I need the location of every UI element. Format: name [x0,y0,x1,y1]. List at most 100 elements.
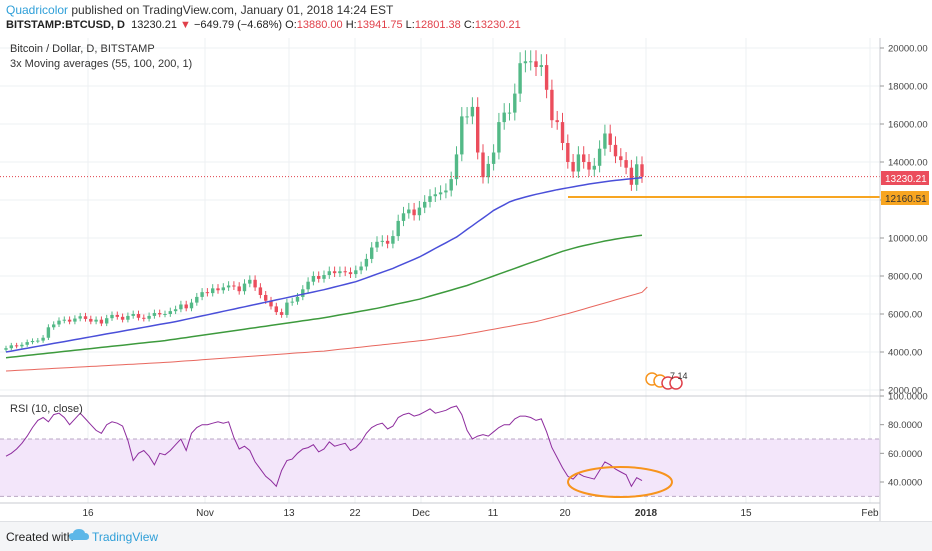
candle-down [629,167,634,185]
candle-up [401,213,406,221]
candle-up [295,296,300,302]
candle-up [523,61,528,64]
candle-up [539,65,543,67]
candle-down [253,279,257,288]
candle-up [380,240,384,242]
candle-down [385,240,390,244]
candle-down [481,152,485,178]
candle-up [41,337,45,341]
close-value: 13230.21 [474,19,521,31]
candle-up [486,163,490,178]
hline-tag: 12160.51 [881,191,929,205]
candle-up [25,342,29,345]
symbol-line: BITSTAMP:BTCUSD, D [6,19,125,31]
symbol-info-line: BITSTAMP:BTCUSD, D 13230.21 ▼ −649.79 (−… [6,19,521,31]
candle-down [158,313,162,315]
rsi-divergence-ellipse[interactable] [567,466,673,498]
rsi-title: RSI (10, close) [10,403,83,415]
candle-up [73,318,77,322]
us-flag-icon[interactable]: 7 14 [645,371,688,390]
candle-down [115,314,119,317]
candle-up [248,279,252,284]
y-tick-label: 2000.00 [888,386,922,397]
rsi-tick-label: 60.0000 [888,449,922,460]
price-axis[interactable]: 20000.0018000.0016000.0014000.0012000.00… [880,44,928,397]
price-chart[interactable]: 7 14 Bitcoin / Dollar, D, BITSTAMP 3x Mo… [0,0,932,521]
candle-up [322,275,326,279]
candle-up [301,289,305,297]
candle-down [14,345,19,347]
tradingview-cloud-icon[interactable] [69,528,89,547]
tradingview-link[interactable]: TradingView [92,530,159,544]
candle-down [534,61,538,67]
candle-up [327,271,331,276]
y-tick-label: 10000.00 [888,234,928,245]
candle-up [105,318,109,324]
candle-up [470,106,475,117]
candle-up [407,209,411,214]
candle-down [624,160,628,168]
candlestick-series [4,50,644,352]
x-tick-label: 16 [82,508,94,519]
candle-down [317,276,321,279]
candle-up [391,236,395,244]
candle-up [46,327,51,338]
candle-down [550,89,554,121]
candle-up [338,271,342,274]
candle-down [67,319,72,322]
candle-down [83,316,88,319]
x-tick-label: Dec [412,508,430,519]
candle-down [587,162,591,170]
time-axis[interactable]: 16 Nov 13 22 Dec 11 20 2018 15 Feb [82,508,879,519]
candle-down [544,65,549,90]
low-label: L: [405,19,415,31]
candle-down [232,285,236,287]
candle-down [348,272,353,275]
candle-down [205,292,210,294]
candle-down [184,304,188,309]
candle-down [343,271,347,273]
ma-indicator-label: 3x Moving averages (55, 100, 200, 1) [10,58,192,70]
published-line: Quadricolor published on TradingView.com… [6,3,393,17]
candle-down [555,120,559,123]
candle-up [449,179,453,191]
y-tick-label: 16000.00 [888,120,928,131]
footer-bar: Created with TradingView [0,521,932,551]
candle-down [613,144,618,157]
candle-up [110,314,114,319]
candle-up [195,296,199,303]
x-tick-label: 13 [283,508,295,519]
candle-down [571,162,575,172]
candle-down [560,122,565,143]
candle-down [608,133,612,145]
candle-down [136,314,141,318]
author-name[interactable]: Quadricolor [6,3,69,17]
close-label: C: [463,19,475,31]
candle-up [36,340,40,342]
low-value: 12801.38 [414,19,461,31]
candle-down [237,286,241,292]
y-tick-label: 20000.00 [888,44,928,55]
candle-up [62,319,66,321]
candle-up [529,61,533,63]
x-tick-label: Feb [861,508,879,519]
candle-up [444,190,448,193]
y-tick-label: 8000.00 [888,272,922,283]
candle-up [311,276,316,282]
created-with-label: Created with [6,530,74,544]
candle-up [518,63,522,94]
candle-up [9,345,13,349]
candle-up [592,165,596,170]
rsi-axis[interactable]: 100.0000 80.0000 60.0000 40.0000 [880,392,928,489]
candle-up [152,313,157,316]
candle-up [423,201,427,208]
candle-down [89,318,93,322]
candle-up [20,344,24,347]
candle-up [242,283,247,292]
candle-up [359,266,363,271]
high-label: H: [345,19,357,31]
rsi-tick-label: 80.0000 [888,420,922,431]
candle-down [216,288,220,291]
candle-up [173,309,178,312]
candle-up [200,292,204,297]
